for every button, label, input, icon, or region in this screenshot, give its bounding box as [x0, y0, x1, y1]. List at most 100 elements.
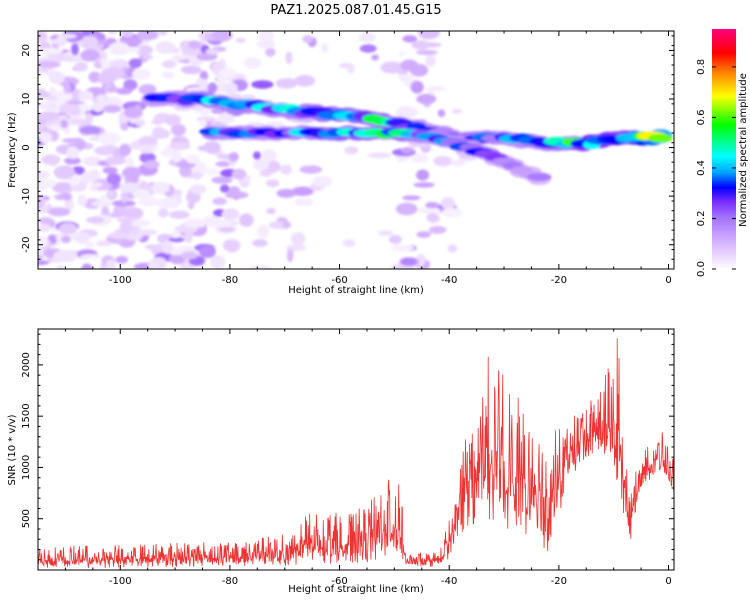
y-tick-label: 20 [21, 44, 32, 57]
noise-blob [156, 198, 181, 209]
noise-blob [63, 81, 71, 94]
noise-blob [185, 154, 200, 164]
noise-blob [342, 239, 356, 248]
noise-blob [428, 225, 447, 234]
noise-blob [416, 169, 430, 181]
noise-blob [171, 150, 183, 163]
noise-blob [38, 260, 50, 266]
noise-blob [395, 106, 418, 119]
colorbar: 0.0 0.2 0.4 0.6 0.8 Normalized spectral ampl… [696, 29, 749, 277]
noise-blob [47, 207, 71, 217]
noise-blob [98, 194, 108, 208]
noise-blob [120, 190, 128, 203]
noise-blob [402, 195, 421, 201]
noise-blob [275, 78, 298, 89]
noise-blob [131, 219, 151, 227]
noise-blob [77, 194, 88, 207]
noise-blob [74, 61, 88, 71]
noise-blob [106, 173, 122, 185]
noise-blob [180, 65, 202, 75]
noise-blob [90, 182, 103, 188]
noise-blob [60, 235, 71, 244]
secondary-signal-blob [526, 172, 552, 182]
snr-x-axis-label: Height of straight line (km) [288, 584, 424, 595]
noise-blob [141, 143, 152, 154]
noise-blob [265, 179, 280, 188]
noise-blob [38, 217, 53, 225]
noise-blob [38, 31, 47, 39]
noise-blob [40, 154, 61, 166]
noise-blob [172, 136, 181, 144]
noise-blob [219, 226, 235, 233]
noise-blob [81, 263, 93, 269]
noise-blob [128, 58, 142, 69]
x-tick-label: -20 [551, 275, 567, 286]
noise-blob [451, 108, 463, 114]
noise-blob [122, 166, 142, 179]
noise-blob [86, 216, 105, 224]
noise-blob [134, 44, 153, 55]
noise-blob [134, 104, 142, 113]
noise-blob [252, 239, 268, 248]
noise-blob [92, 101, 104, 113]
noise-blob [61, 55, 73, 62]
noise-blob [70, 109, 81, 117]
noise-blob [169, 141, 191, 151]
snr-series-line [38, 338, 674, 568]
noise-blob [437, 109, 446, 118]
snr-axes: -100 -80 -60 -40 -20 0 500 1000 1500 2000 [21, 329, 674, 587]
noise-blob [180, 251, 199, 260]
noise-blob [97, 132, 121, 145]
noise-blob [240, 94, 256, 101]
noise-blob [56, 34, 67, 47]
noise-blob [38, 60, 61, 69]
noise-blob [134, 229, 158, 236]
noise-blob [235, 37, 247, 44]
noise-blob [367, 152, 392, 159]
noise-blob [219, 184, 230, 193]
noise-blob [66, 146, 80, 159]
noise-blob [181, 48, 199, 56]
noise-blob [286, 248, 294, 263]
noise-blob [155, 41, 176, 55]
noise-blob [223, 82, 238, 95]
noise-blob [80, 254, 102, 260]
noise-blob [38, 170, 51, 179]
noise-blob [56, 265, 66, 269]
noise-blob [105, 86, 119, 93]
colorbar-label: Normalized spectral amplitude [738, 73, 749, 227]
noise-blob [417, 31, 440, 40]
noise-blob [188, 40, 201, 50]
noise-blob [425, 54, 436, 67]
noise-blob [258, 31, 275, 42]
noise-blob [38, 70, 47, 76]
noise-blob [123, 207, 144, 220]
noise-blob [253, 158, 270, 171]
noise-blob [203, 141, 221, 154]
noise-blob [415, 49, 438, 55]
y-tick-label: 10 [21, 93, 32, 106]
noise-blob [80, 49, 100, 62]
noise-blob [207, 82, 218, 95]
noise-blob [170, 123, 187, 136]
noise-blob [198, 84, 208, 93]
noise-blob [151, 181, 170, 194]
y-tick-label: 1000 [21, 455, 32, 480]
noise-blob [131, 68, 151, 80]
noise-blob [358, 32, 376, 43]
noise-blob [178, 166, 192, 177]
noise-blob [158, 31, 168, 36]
spectrogram-frame [37, 30, 675, 270]
noise-blob [388, 234, 402, 245]
noise-blob [251, 80, 274, 89]
noise-blob [212, 197, 227, 206]
noise-blob [416, 231, 432, 238]
noise-blob [410, 153, 429, 163]
noise-blob [321, 42, 329, 53]
x-tick-label: -60 [331, 576, 347, 587]
noise-blob [395, 202, 418, 216]
noise-blob [265, 47, 276, 57]
noise-blob [124, 156, 134, 170]
